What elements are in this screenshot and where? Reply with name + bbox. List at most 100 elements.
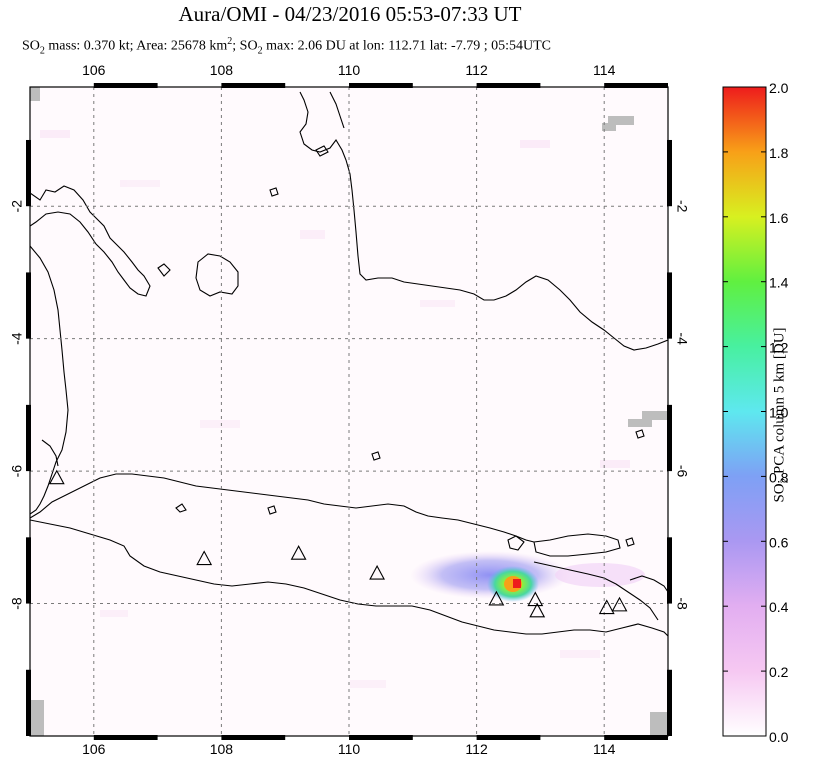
karimunjawa	[371, 451, 381, 461]
frame-bar-right	[667, 669, 672, 736]
subtitle-max: max: 2.06 DU at lon: 112.71 lat: -7.79 ;…	[262, 38, 551, 54]
coastlines	[30, 91, 668, 637]
lon-tick-top-108: 108	[210, 62, 234, 78]
bawean	[507, 535, 525, 551]
frame-bar-bottom	[604, 735, 668, 740]
lon-tick-bottom-114: 114	[593, 741, 616, 757]
frame-bar-left	[26, 139, 31, 207]
lat-tick-right--4: -4	[674, 332, 690, 345]
frame-bar-bottom	[221, 735, 286, 740]
so2-plume	[410, 551, 645, 602]
frame-bars	[26, 83, 672, 740]
volcano-marker	[598, 599, 615, 615]
volcano-marker	[48, 469, 65, 485]
frame-bar-top	[476, 83, 541, 88]
belitung-minor	[157, 263, 171, 277]
sumatra-coast	[30, 185, 151, 297]
frame-bar-right	[667, 537, 672, 604]
colorbar-tick-label-1.0: 1.0	[769, 405, 789, 421]
volcano-marker	[196, 550, 213, 566]
colorbar-tick-label-1.2: 1.2	[769, 340, 789, 356]
missing-data-patches	[30, 87, 668, 736]
lat-tick-left--8: -8	[9, 597, 25, 610]
lon-tick-top-106: 106	[82, 62, 106, 78]
volcano-marker	[529, 602, 546, 618]
colorbar-label: SO2 PCA column 5 km [DU]	[772, 327, 791, 502]
colorbar-tick-label-0.2: 0.2	[769, 664, 789, 680]
frame-bar-bottom	[93, 735, 158, 740]
lat-tick-left--2: -2	[9, 200, 25, 213]
subtitle-so2: SO	[22, 38, 40, 54]
colorbar-tick-label-0.4: 0.4	[769, 599, 789, 615]
background-speckle	[40, 130, 630, 688]
frame-bar-left	[26, 272, 31, 339]
subtitle-area-sup: 2	[227, 36, 233, 47]
bali-coast	[629, 575, 668, 593]
java-south-coast	[30, 519, 668, 637]
colorbar-tick-label-0.6: 0.6	[769, 534, 789, 550]
colorbar-ticks: 0.0 0.2 0.4 0.6 0.8 1.0 1.2 1.4 1.6 1.8 2.0	[723, 80, 789, 745]
volcano-marker	[369, 564, 385, 580]
colorbar-tick-label-0.8: 0.8	[769, 469, 789, 485]
plume-tail	[555, 563, 645, 587]
lat-tick-right--2: -2	[674, 200, 690, 213]
grid-lines	[30, 87, 668, 736]
lon-tick-top-112: 112	[465, 62, 488, 78]
subtitle-so2-sub: 2	[39, 45, 45, 57]
lat-tick-left--6: -6	[9, 465, 25, 478]
frame-bar-top	[221, 83, 286, 88]
volcano-marker	[527, 591, 544, 607]
colorbar-tick-label-0.0: 0.0	[769, 729, 789, 745]
islet-3	[175, 503, 187, 513]
java-east-tip	[533, 561, 659, 621]
plume-peak	[513, 579, 521, 588]
lat-tick-right--6: -6	[674, 465, 690, 478]
map-subtitle: SO2 mass: 0.370 kt; Area: 25678 km2; SO2…	[22, 36, 551, 56]
frame-bar-bottom	[476, 735, 541, 740]
islet-6	[635, 429, 645, 439]
frame-bar-right	[667, 404, 672, 472]
lat-tick-left--4: -4	[9, 332, 25, 345]
colorbar-tick-label-2.0: 2.0	[769, 80, 789, 96]
sunda-strait	[41, 439, 59, 467]
lon-tick-bottom-110: 110	[338, 741, 361, 757]
lon-tick-bottom-106: 106	[82, 741, 106, 757]
islet-4	[267, 505, 277, 515]
bangka-island	[195, 253, 239, 297]
lon-tick-top-110: 110	[338, 62, 361, 78]
frame-bar-top	[93, 83, 158, 88]
colorbar-tick-label-1.4: 1.4	[769, 275, 789, 291]
frame-bar-top	[349, 83, 413, 88]
subtitle-rest: ; SO	[232, 38, 258, 54]
volcano-markers	[48, 469, 628, 618]
frame-bar-left	[26, 669, 31, 736]
map-title: Aura/OMI - 04/23/2016 05:53-07:33 UT	[178, 2, 522, 26]
volcano-marker	[611, 596, 628, 612]
volcano-marker	[488, 590, 505, 606]
colorbar-tick-label-1.6: 1.6	[769, 210, 789, 226]
colorbar-label-sub: 2	[778, 477, 791, 484]
madura-coast	[533, 533, 621, 557]
java-north-coast	[30, 473, 535, 543]
subtitle-mass: mass: 0.370 kt; Area: 25678 km	[44, 38, 228, 54]
axis-ticks: 106 106 108 108 110 110 112 112 114 114 -2 -4 -6 -8 -2…	[9, 62, 691, 757]
frame-bar-right	[667, 139, 672, 207]
frame-bar-bottom	[349, 735, 413, 740]
sumatra-southeast	[30, 245, 69, 515]
kalimantan-coast	[299, 91, 668, 351]
islet-2	[269, 187, 279, 197]
frame-bar-right	[667, 272, 672, 339]
islet-1	[315, 145, 329, 157]
colorbar-tick-label-1.8: 1.8	[769, 145, 789, 161]
lon-tick-top-114: 114	[593, 62, 616, 78]
frame-bar-left	[26, 404, 31, 472]
colorbar	[722, 86, 767, 737]
colorbar-label-suffix: PCA column 5 km [DU]	[771, 327, 788, 478]
colorbar-label-so2: SO	[771, 483, 788, 503]
volcano-marker	[290, 545, 307, 560]
kalimantan-north	[329, 91, 345, 129]
islet-5	[625, 537, 635, 547]
lon-tick-bottom-108: 108	[210, 741, 234, 757]
subtitle-max-sub: 2	[257, 45, 263, 57]
